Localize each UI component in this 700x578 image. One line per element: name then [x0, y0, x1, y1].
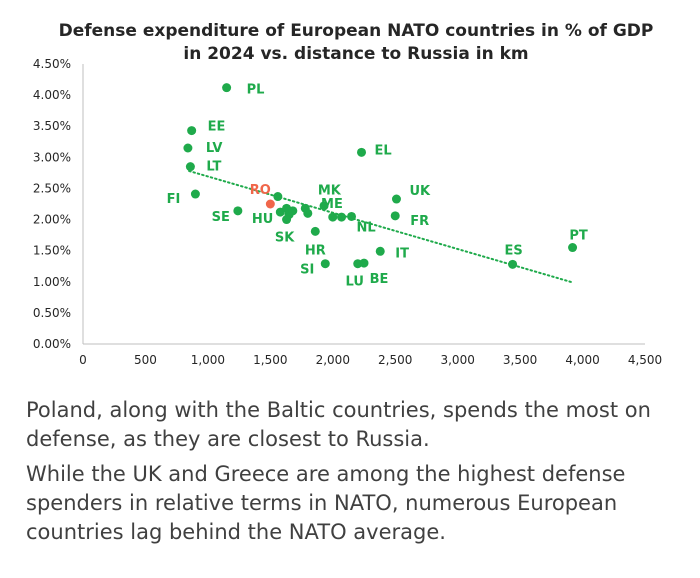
- data-point-me: [319, 201, 329, 211]
- data-point-pl: [222, 83, 232, 93]
- point-label-es: ES: [504, 243, 522, 258]
- data-point-hr: [310, 226, 320, 236]
- caption-paragraph-2: While the UK and Greece are among the hi…: [26, 462, 626, 544]
- data-point: [303, 208, 313, 218]
- point-label-pt: PT: [569, 229, 588, 244]
- scatter-chart: Defense expenditure of European NATO cou…: [33, 21, 662, 367]
- point-label-me: ME: [321, 197, 343, 212]
- point-label-pl: PL: [247, 83, 265, 98]
- x-tick-label: 4,000: [565, 353, 599, 367]
- data-point-se: [233, 206, 243, 216]
- x-tick-label: 2,500: [378, 353, 412, 367]
- data-point-el: [357, 147, 367, 157]
- x-tick-label: 3,500: [503, 353, 537, 367]
- data-point-fr: [390, 211, 400, 221]
- x-tick-label: 500: [134, 353, 157, 367]
- data-point-mk: [273, 192, 283, 202]
- data-point-ee: [187, 126, 197, 136]
- point-label-si: SI: [300, 263, 314, 278]
- point-label-se: SE: [212, 210, 230, 225]
- point-label-ee: EE: [208, 120, 226, 135]
- point-label-sk: SK: [275, 231, 295, 246]
- data-point-be: [359, 258, 369, 268]
- point-label-lu: LU: [346, 275, 364, 290]
- x-tick-label: 2,000: [316, 353, 350, 367]
- point-label-it: IT: [395, 246, 409, 261]
- data-point: [337, 212, 347, 222]
- point-label-el: EL: [375, 143, 392, 158]
- data-point-nl: [347, 211, 357, 221]
- y-tick-label: 1.00%: [33, 275, 71, 289]
- x-tick-label: 1,500: [253, 353, 287, 367]
- y-tick-label: 1.50%: [33, 244, 71, 258]
- point-label-lv: LV: [206, 141, 223, 156]
- caption-paragraph-1: Poland, along with the Baltic countries,…: [26, 398, 651, 451]
- data-point-lv: [183, 143, 193, 153]
- chart-title-line-1: Defense expenditure of European NATO cou…: [59, 21, 654, 41]
- y-tick-label: 0.50%: [33, 306, 71, 320]
- data-point: [328, 212, 338, 222]
- data-point-it: [375, 246, 385, 256]
- x-tick-label: 3,000: [440, 353, 474, 367]
- data-point-es: [508, 259, 518, 269]
- point-label-fi: FI: [167, 192, 181, 207]
- y-tick-label: 3.50%: [33, 119, 71, 133]
- data-point-lt: [185, 162, 195, 172]
- point-label-be: BE: [370, 272, 389, 287]
- point-label-hr: HR: [305, 243, 326, 258]
- data-point-ro: [265, 199, 275, 209]
- point-label-fr: FR: [410, 214, 429, 229]
- point-label-hu: HU: [252, 212, 273, 227]
- point-label-lt: LT: [206, 160, 221, 175]
- x-tick-label: 0: [79, 353, 87, 367]
- data-point: [288, 206, 298, 216]
- data-point-uk: [391, 194, 401, 204]
- x-tick-label: 1,000: [191, 353, 225, 367]
- data-points-layer: [183, 83, 578, 269]
- x-tick-label: 4,500: [628, 353, 662, 367]
- y-tick-label: 3.00%: [33, 150, 71, 164]
- point-label-ro: RO: [250, 183, 271, 198]
- point-label-mk: MK: [318, 184, 342, 199]
- y-tick-label: 4.00%: [33, 88, 71, 102]
- chart-title-line-2: in 2024 vs. distance to Russia in km: [183, 44, 528, 64]
- data-point-sk: [282, 215, 292, 225]
- y-tick-label: 0.00%: [33, 337, 71, 351]
- data-point-pt: [568, 243, 578, 253]
- y-tick-label: 2.00%: [33, 213, 71, 227]
- point-label-uk: UK: [409, 184, 431, 199]
- data-point-fi: [190, 189, 200, 199]
- chart-axes: 0 500 1,000 1,500 2,000 2,500 3,000 3,500 4,000 4…: [33, 57, 662, 367]
- point-label-nl: NL: [357, 220, 376, 235]
- y-tick-label: 2.50%: [33, 181, 71, 195]
- data-point-si: [320, 259, 330, 269]
- y-tick-label: 4.50%: [33, 57, 71, 71]
